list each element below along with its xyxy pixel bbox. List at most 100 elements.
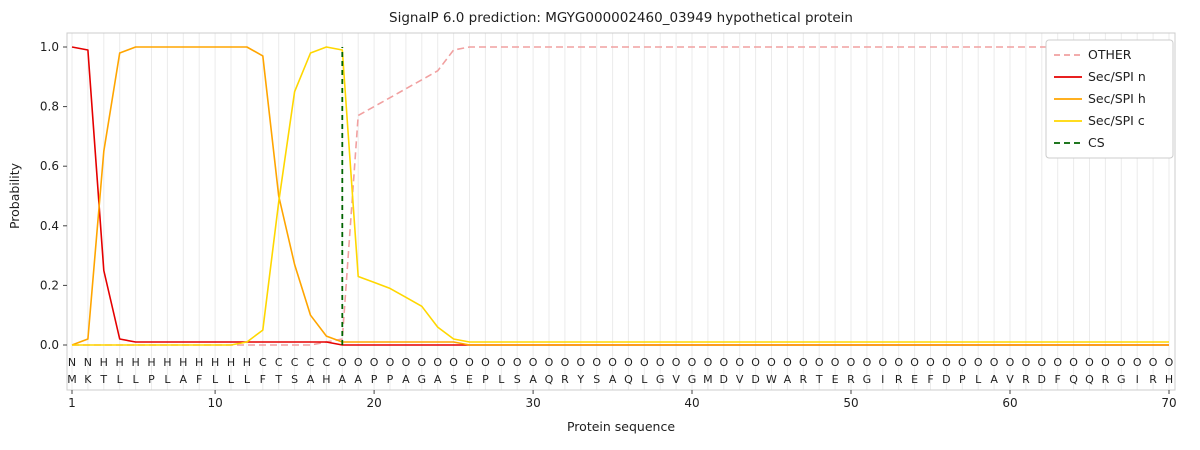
sequence-letter: I (1136, 373, 1139, 386)
sequence-letter: F (1055, 373, 1061, 386)
region-letter: O (767, 356, 776, 369)
sequence-letter: M (67, 373, 77, 386)
y-axis-label: Probability (7, 162, 22, 229)
region-letter: O (1165, 356, 1174, 369)
region-letter: C (259, 356, 267, 369)
series-line-sec-spi-h (71, 46, 1169, 346)
sequence-letter: G (1117, 373, 1126, 386)
sequence-letter: E (466, 373, 473, 386)
region-letter: O (417, 356, 426, 369)
region-letter: O (958, 356, 967, 369)
sequence-letter: T (815, 373, 823, 386)
region-letter: O (1069, 356, 1078, 369)
y-tick-label: 0.0 (40, 338, 59, 352)
region-letter: O (831, 356, 840, 369)
sequence-letter: D (720, 373, 728, 386)
region-letter: O (465, 356, 474, 369)
sequence-letter: A (180, 373, 188, 386)
y-tick-label: 0.2 (40, 278, 59, 292)
x-tick-label: 40 (684, 396, 699, 410)
chart-title: SignalP 6.0 prediction: MGYG000002460_03… (389, 10, 853, 26)
region-letter: O (926, 356, 935, 369)
sequence-letter: L (164, 373, 171, 386)
region-letter: O (974, 356, 983, 369)
region-letter: O (672, 356, 681, 369)
x-tick-label: 10 (207, 396, 222, 410)
sequence-letter: D (751, 373, 759, 386)
region-letter: O (529, 356, 538, 369)
sequence-letter: A (990, 373, 998, 386)
region-letter: O (878, 356, 887, 369)
sequence-letter: D (942, 373, 950, 386)
sequence-letter: S (291, 373, 298, 386)
y-tick-label: 0.6 (40, 159, 59, 173)
sequence-letter: S (593, 373, 600, 386)
sequence-letter: A (434, 373, 442, 386)
region-letter: O (1117, 356, 1126, 369)
region-letter: O (1149, 356, 1158, 369)
sequence-letter: Y (576, 373, 584, 386)
sequence-letter: L (498, 373, 505, 386)
plot-frame (66, 32, 1176, 391)
sequence-letter: R (1102, 373, 1110, 386)
sequence-letter: D (1038, 373, 1046, 386)
region-letter: O (815, 356, 824, 369)
sequence-letter: E (832, 373, 839, 386)
sequence-letter: R (895, 373, 903, 386)
y-tick-label: 0.8 (40, 100, 59, 114)
region-letter: O (719, 356, 728, 369)
x-tick-label: 1 (68, 396, 76, 410)
region-letter: O (513, 356, 522, 369)
sequence-letter: Q (624, 373, 633, 386)
sequence-letter: A (402, 373, 410, 386)
legend-label: Sec/SPI c (1088, 113, 1145, 128)
region-letter: O (592, 356, 601, 369)
sequence-letter: A (339, 373, 347, 386)
region-letter: C (275, 356, 283, 369)
region-letter: O (1022, 356, 1031, 369)
y-tick-label: 0.4 (40, 219, 59, 233)
sequence-letter: P (148, 373, 155, 386)
region-letter: O (545, 356, 554, 369)
legend-label: CS (1088, 135, 1105, 150)
x-axis-label: Protein sequence (567, 419, 675, 434)
region-letter: O (1006, 356, 1015, 369)
sequence-letter: K (84, 373, 92, 386)
region-letter: O (370, 356, 379, 369)
sequence-letter: R (847, 373, 855, 386)
region-letter: O (608, 356, 617, 369)
region-letter: H (243, 356, 251, 369)
region-letter: O (942, 356, 951, 369)
sequence-letter: P (387, 373, 394, 386)
sequence-letter: G (863, 373, 872, 386)
sequence-letter: R (1022, 373, 1030, 386)
region-letter: O (1133, 356, 1142, 369)
sequence-letter: R (1149, 373, 1157, 386)
sequence-letter: L (117, 373, 124, 386)
x-tick-label: 60 (1002, 396, 1017, 410)
series-layer (71, 46, 1169, 346)
region-letter: O (386, 356, 395, 369)
sequence-letter: P (482, 373, 489, 386)
region-letter: O (751, 356, 760, 369)
legend-label: Sec/SPI n (1088, 69, 1146, 84)
sequence-letter: L (641, 373, 648, 386)
region-letter: C (323, 356, 331, 369)
sequence-letter: A (354, 373, 362, 386)
sequence-letter: M (703, 373, 713, 386)
axis-layer: 1 10 20 30 40 50 60 70 0.0 0.2 0.4 0.6 0.8 1.0 (40, 32, 1177, 410)
sequence-letter: S (450, 373, 457, 386)
sequence-letter: A (307, 373, 315, 386)
region-letter: O (497, 356, 506, 369)
region-letter: O (433, 356, 442, 369)
sequence-letter: G (656, 373, 665, 386)
sequence-letter: H (1165, 373, 1173, 386)
region-letter: O (1037, 356, 1046, 369)
sequence-letter: R (561, 373, 569, 386)
region-letter: O (990, 356, 999, 369)
region-letter: O (688, 356, 697, 369)
region-letter: H (179, 356, 187, 369)
region-letter: C (307, 356, 315, 369)
region-letter: H (131, 356, 139, 369)
